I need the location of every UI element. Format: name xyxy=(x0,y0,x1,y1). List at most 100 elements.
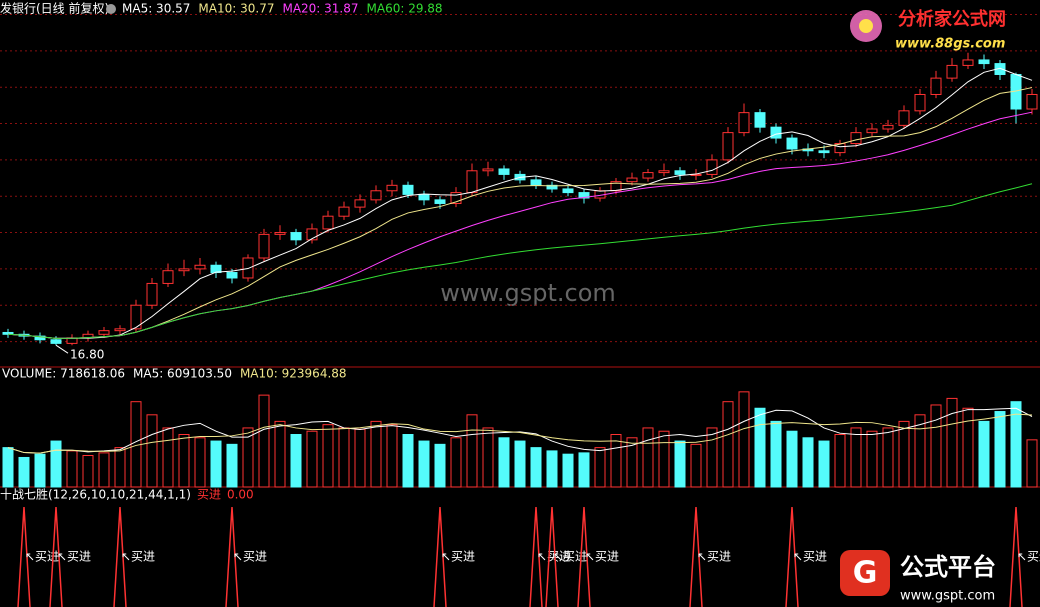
volume-bar xyxy=(402,434,414,488)
logo-text: 分析家公式网 xyxy=(898,8,1006,30)
candle-body xyxy=(130,304,142,330)
volume-bar xyxy=(674,440,686,488)
volume-bar xyxy=(546,450,558,488)
volume-bar xyxy=(514,440,526,488)
signal-label: ↖买进 xyxy=(233,550,267,564)
logo-icon-letter: G xyxy=(853,556,878,591)
volume-bar xyxy=(50,440,62,488)
candle-body xyxy=(162,270,174,284)
candle-body xyxy=(786,137,798,150)
signal-spike xyxy=(225,506,239,607)
candle-body xyxy=(242,257,254,279)
signal-spike xyxy=(529,506,543,607)
volume-bar xyxy=(946,397,958,488)
volume-bar xyxy=(994,411,1006,488)
signal-label: ↖买进 xyxy=(537,550,571,564)
logo-top: 分析家公式网 www.88gs.com xyxy=(850,8,1006,52)
signal-spike xyxy=(433,506,447,607)
volume-bar xyxy=(962,407,974,488)
candle-body xyxy=(738,112,750,134)
volume-bar xyxy=(786,430,798,488)
candle-body xyxy=(178,268,190,272)
signal-spike xyxy=(545,506,559,607)
volume-bar xyxy=(290,434,302,488)
candle-body xyxy=(306,228,318,241)
candle-body xyxy=(994,63,1006,75)
logo-icon xyxy=(840,550,890,596)
candle-body xyxy=(882,124,894,130)
volume-bar xyxy=(530,447,542,488)
volume-bar xyxy=(210,440,222,488)
volume-bar xyxy=(866,430,878,488)
volume-bar xyxy=(722,401,734,488)
volume-bar xyxy=(770,420,782,488)
candle-body xyxy=(930,77,942,95)
volume-bar xyxy=(98,452,110,488)
volume-bar xyxy=(338,427,350,488)
signal-label: ↖买进 xyxy=(441,550,475,564)
candle-body xyxy=(338,206,350,217)
candle-body xyxy=(402,184,414,195)
candle-body xyxy=(274,232,286,235)
volume-bar xyxy=(114,447,126,488)
candle-body xyxy=(386,184,398,192)
volume-bar xyxy=(18,456,30,488)
candle-body xyxy=(946,64,958,79)
candle-body xyxy=(418,193,430,201)
candle-body xyxy=(962,59,974,66)
logo-text: 公式平台 xyxy=(900,553,996,581)
signal-label: ↖买进 xyxy=(585,550,619,564)
volume-bar xyxy=(146,414,158,488)
logo-bottom: G 公式平台 www.gspt.com xyxy=(840,550,996,604)
volume-bar xyxy=(802,437,814,488)
volume-bar xyxy=(738,391,750,488)
volume-bar xyxy=(418,440,430,488)
volume-bar xyxy=(82,455,94,488)
volume-bar xyxy=(226,443,238,488)
volume-bar xyxy=(578,452,590,488)
candle-body xyxy=(578,192,590,199)
candle-body xyxy=(434,199,446,204)
candle-body xyxy=(290,232,302,241)
ma-label: MA20: 31.87 xyxy=(282,2,358,16)
candle-body xyxy=(834,143,846,154)
candle-body xyxy=(658,170,670,174)
candle-body xyxy=(322,215,334,230)
volume-bar xyxy=(386,424,398,488)
logo-url: www.gspt.com xyxy=(900,589,995,604)
settings-icon[interactable] xyxy=(106,4,116,14)
volume-bar xyxy=(706,427,718,488)
low-label: 16.80 xyxy=(70,348,104,362)
candle-body xyxy=(530,179,542,186)
volume-bar xyxy=(466,414,478,488)
volume-bar xyxy=(1010,401,1022,488)
logo-flower-center xyxy=(859,19,873,33)
ma-line xyxy=(7,183,1033,339)
signal-label: ↖买进 xyxy=(553,550,587,564)
volume-bar xyxy=(978,420,990,488)
ma-label: MA10: 923964.88 xyxy=(240,367,347,381)
candle-body xyxy=(770,126,782,139)
candle-body xyxy=(866,128,878,134)
candle-body xyxy=(914,93,926,112)
candle-body xyxy=(50,339,62,344)
candle-body xyxy=(850,132,862,145)
signal-spike xyxy=(113,506,127,607)
candle-body xyxy=(482,168,494,172)
candle-body xyxy=(34,335,46,341)
candle-body xyxy=(754,112,766,128)
volume-bar xyxy=(194,437,206,488)
signal-spike xyxy=(49,506,63,607)
candle-body xyxy=(226,272,238,279)
signal-spike xyxy=(785,506,799,607)
signal-spike xyxy=(17,506,31,607)
volume-bar xyxy=(562,453,574,488)
volume-bar xyxy=(754,407,766,488)
volume-bar xyxy=(594,447,606,488)
volume-bar xyxy=(354,428,366,488)
candle-body xyxy=(706,159,718,175)
volume-bar xyxy=(498,437,510,488)
volume-bar xyxy=(626,437,638,488)
